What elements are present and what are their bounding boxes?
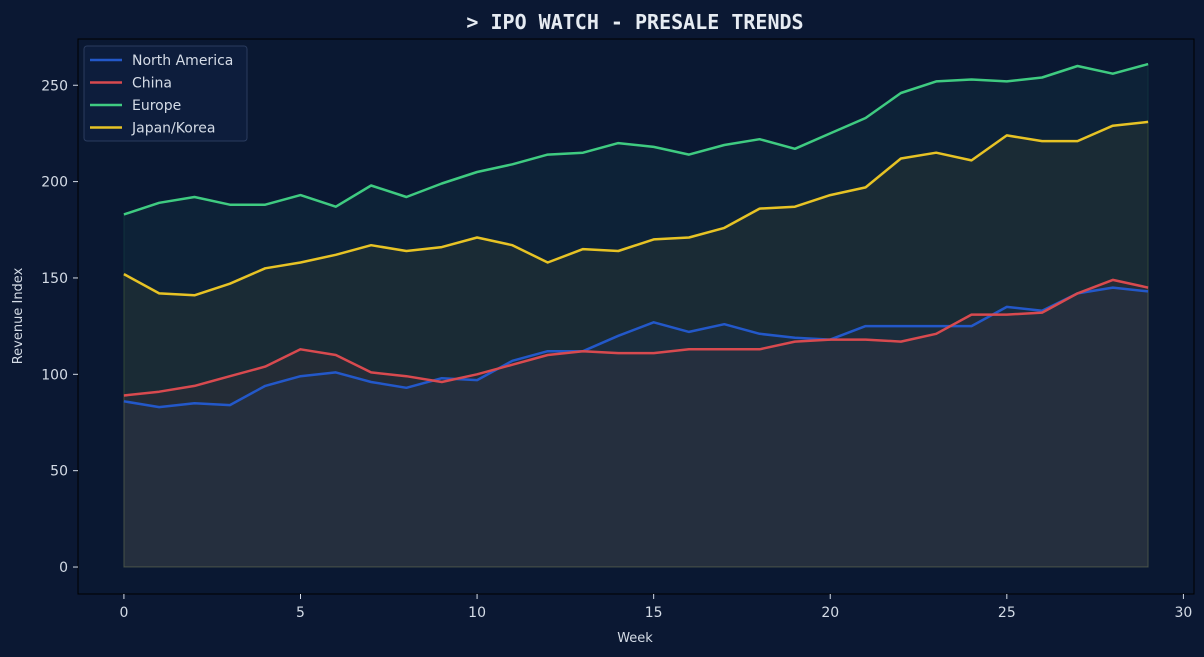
y-tick-label: 0 (59, 560, 68, 576)
legend: North America China Europe Japan/Korea (83, 45, 248, 142)
x-tick-label: 25 (998, 605, 1016, 621)
legend-label-japan-korea: Japan/Korea (131, 121, 215, 137)
legend-label-china: China (132, 76, 172, 92)
x-tick-label: 20 (821, 605, 839, 621)
y-axis-label: Revenue Index (11, 267, 26, 364)
x-axis-label: Week (617, 631, 653, 646)
series-lines (123, 62, 1149, 409)
legend-label-north-america: North America (132, 53, 233, 69)
legend-box (83, 45, 248, 142)
y-tick-label: 250 (41, 78, 68, 94)
x-tick-label: 15 (645, 605, 663, 621)
y-tick-label: 150 (41, 271, 68, 287)
x-tick-label: 0 (119, 605, 128, 621)
y-tick-label: 100 (41, 367, 68, 383)
series-line-north-america (123, 286, 1149, 409)
chart-title: > IPO WATCH - PRESALE TRENDS (466, 10, 803, 34)
series-line-europe (123, 62, 1149, 216)
y-axis-ticks: 0 50 100 150 200 250 (41, 78, 78, 576)
x-axis-ticks: 0 5 10 15 20 25 30 (119, 594, 1192, 621)
x-tick-label: 10 (468, 605, 486, 621)
area-fills (123, 63, 1149, 568)
y-tick-label: 50 (50, 464, 68, 480)
series-line-china (123, 278, 1149, 397)
series-line-japan-korea (123, 120, 1149, 297)
x-tick-label: 5 (296, 605, 305, 621)
legend-label-europe: Europe (132, 98, 181, 114)
x-tick-label: 30 (1174, 605, 1192, 621)
plot-area (77, 38, 1195, 595)
y-tick-label: 200 (41, 175, 68, 191)
